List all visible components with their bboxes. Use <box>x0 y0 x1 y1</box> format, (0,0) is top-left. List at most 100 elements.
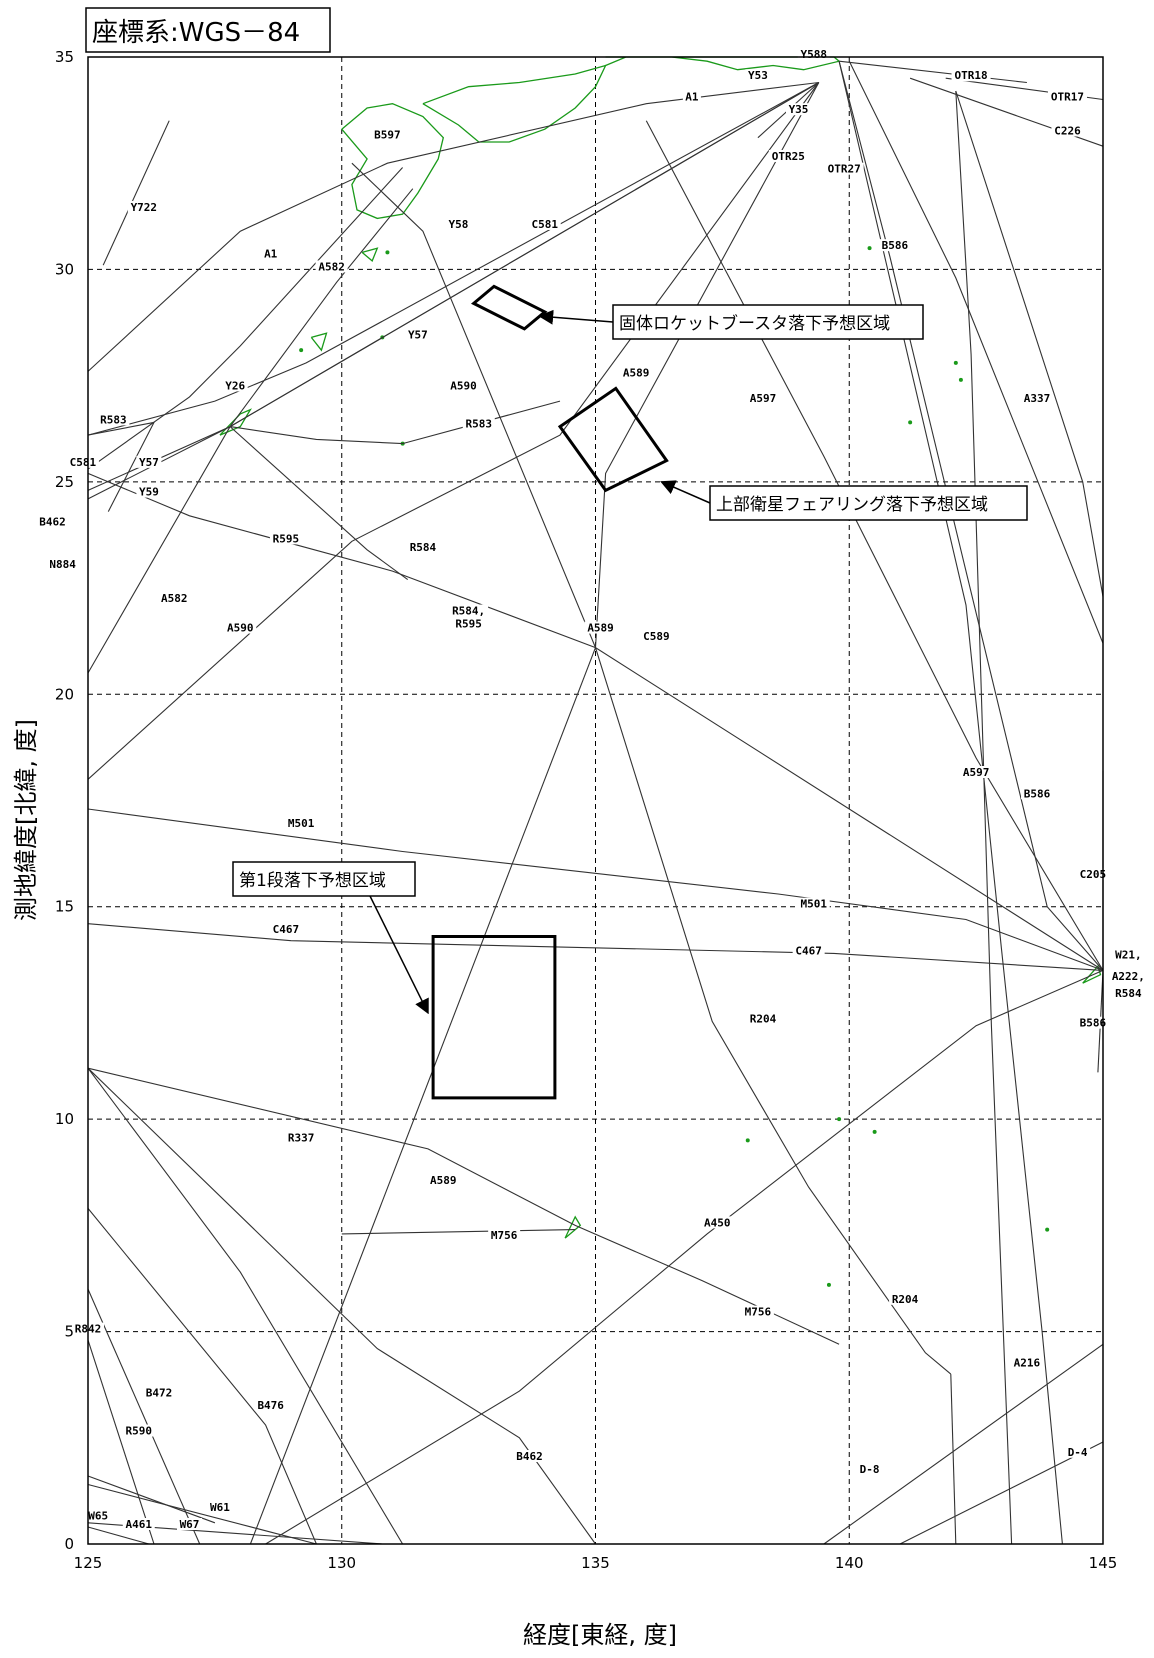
callout-srb: 固体ロケットブースタ落下予想区域 <box>612 304 924 340</box>
route-label: M501 <box>800 898 827 911</box>
route-label-bg <box>66 455 99 468</box>
route-label: A597 <box>750 392 777 405</box>
route-label-bg <box>207 1501 233 1514</box>
drop-zone-stage1 <box>431 935 557 1100</box>
route-label-bg <box>254 1399 287 1412</box>
air-route <box>823 1343 1104 1545</box>
route-label: R583 <box>100 413 127 426</box>
air-route <box>87 1208 317 1545</box>
route-label: A589 <box>587 622 614 635</box>
map-title: 座標系:WGS－84 <box>92 18 300 48</box>
route-label-bg <box>449 604 489 617</box>
route-label: N884 <box>49 558 76 571</box>
route-label: R204 <box>892 1293 919 1306</box>
coastline <box>361 247 379 262</box>
x-axis-label: 経度[東経, 度] <box>523 1621 677 1649</box>
route-label: W21, <box>1115 949 1142 962</box>
air-route <box>87 1067 596 1545</box>
route-label-bg <box>792 944 825 957</box>
islet <box>837 1117 842 1122</box>
route-label-bg <box>528 217 561 230</box>
route-label: C581 <box>70 456 97 469</box>
route-label-bg <box>1076 867 1109 880</box>
air-route <box>265 969 1104 1545</box>
route-label: A589 <box>430 1174 457 1187</box>
y-tick-label: 30 <box>55 260 74 278</box>
route-label: A597 <box>963 766 990 779</box>
air-route <box>594 82 820 648</box>
air-route <box>838 61 1104 971</box>
route-label: R595 <box>455 617 482 630</box>
route-label: C581 <box>532 218 559 231</box>
air-route <box>87 923 1104 971</box>
route-label: R583 <box>466 418 493 431</box>
coastline <box>341 103 445 220</box>
y-tick-label: 10 <box>55 1110 74 1128</box>
callout-srb-label: 固体ロケットブースタ落下予想区域 <box>619 313 890 334</box>
route-label-bg <box>797 897 830 910</box>
coastline <box>564 1215 582 1239</box>
air-route <box>87 421 156 512</box>
drop-zone-srb <box>470 284 548 331</box>
air-route <box>341 1229 576 1235</box>
route-label: R590 <box>126 1425 153 1438</box>
route-label: A582 <box>318 260 345 273</box>
route-label: C467 <box>273 923 300 936</box>
route-label: R337 <box>288 1131 315 1144</box>
route-label: OTR25 <box>772 150 805 163</box>
route-label-bg <box>177 1518 202 1531</box>
x-tick-label: 125 <box>74 1554 103 1572</box>
callout-fairing-label: 上部衛星フェアリング落下予想区域 <box>716 495 988 515</box>
islet <box>299 348 304 353</box>
route-label-bg <box>122 1424 155 1437</box>
callout-arrow-fairing <box>660 480 711 504</box>
route-label: B462 <box>516 1450 543 1463</box>
route-label: R204 <box>750 1012 777 1025</box>
route-label-bg <box>261 247 280 260</box>
islet <box>953 360 958 365</box>
air-route <box>87 1339 155 1545</box>
route-label: A1 <box>685 90 699 103</box>
route-label: B586 <box>1080 1017 1107 1030</box>
route-label-bg <box>1112 986 1145 999</box>
axis-ticks: 125 130 135 140 145 0 5 10 15 20 25 30 35 <box>55 48 1117 1572</box>
route-label-bg <box>878 239 911 252</box>
route-label: M501 <box>288 817 315 830</box>
route-label: B586 <box>1024 787 1051 800</box>
air-route <box>950 1374 957 1545</box>
islet <box>385 250 390 255</box>
map-frame <box>87 56 1104 1545</box>
air-route-layer <box>87 60 1104 1545</box>
air-route <box>848 60 1104 644</box>
air-route <box>87 82 820 491</box>
route-label-bg <box>85 1509 111 1522</box>
route-label: OTR27 <box>828 163 861 176</box>
route-label: W65 <box>88 1510 108 1523</box>
coastline-layer <box>219 56 1102 1287</box>
route-label: B472 <box>146 1386 173 1399</box>
route-label: Y57 <box>139 456 159 469</box>
air-route <box>230 400 561 445</box>
route-label-bg <box>224 621 257 634</box>
route-label: OTR17 <box>1051 90 1084 103</box>
route-label-bg <box>452 617 485 630</box>
y-axis-label: 測地緯度[北緯, 度] <box>12 719 40 921</box>
islet <box>908 420 913 425</box>
route-label-bg <box>122 1518 155 1531</box>
y-tick-label: 15 <box>55 898 74 916</box>
route-label-bg <box>1112 948 1145 961</box>
route-label-bg <box>701 1216 734 1229</box>
air-route <box>594 647 952 1375</box>
route-label-bg <box>158 591 191 604</box>
route-label-bg <box>143 1386 176 1399</box>
route-label-bg <box>127 200 160 213</box>
drop-zone-layer <box>431 284 669 1100</box>
route-label: A337 <box>1024 392 1051 405</box>
route-label-bg <box>768 149 808 162</box>
route-label-bg <box>447 379 480 392</box>
route-label: Y588 <box>800 48 827 61</box>
air-route <box>87 1526 150 1545</box>
air-route <box>229 426 409 581</box>
route-label-bg <box>97 413 130 426</box>
